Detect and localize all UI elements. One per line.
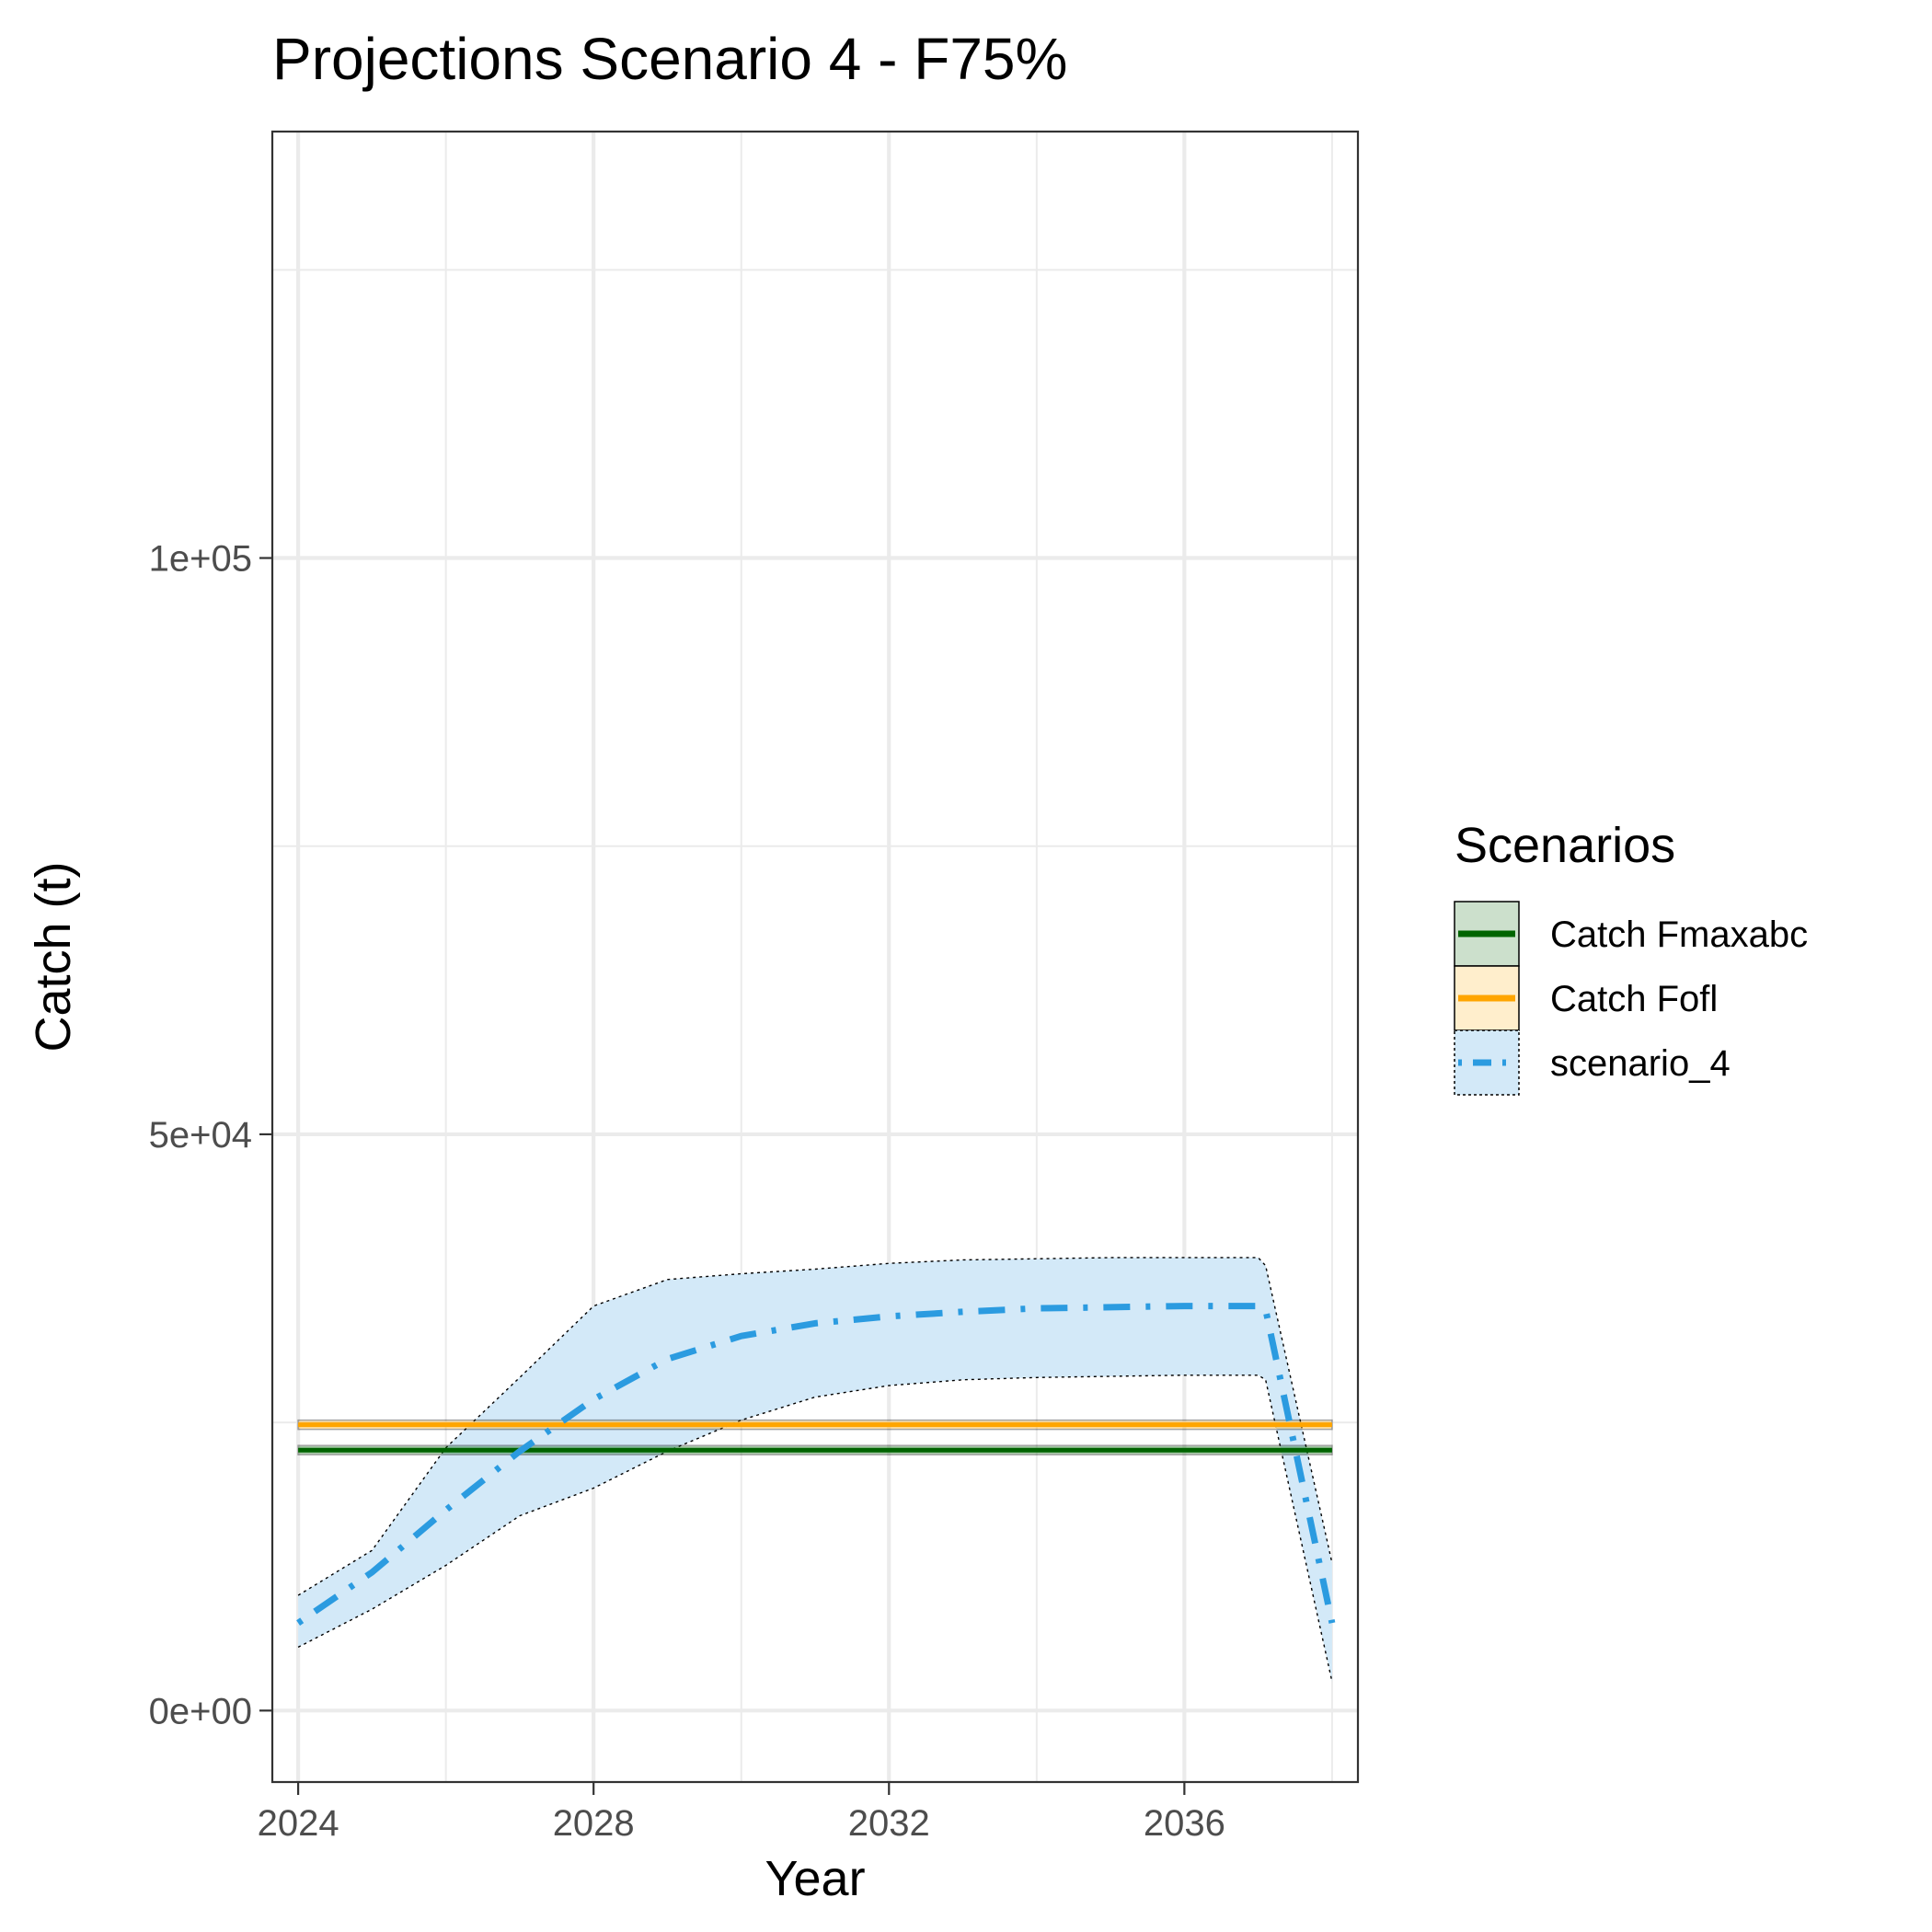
- x-tick-label: 2028: [553, 1803, 635, 1844]
- scenario-4-lower-bound: [297, 1374, 1333, 1683]
- scenario-4-upper-bound: [297, 1257, 1333, 1596]
- series-layer: [296, 1257, 1336, 1683]
- x-axis: 2024 2028 2032 2036: [258, 1782, 1225, 1844]
- y-tick-label: 0e+00: [149, 1691, 252, 1731]
- x-tick-label: 2036: [1144, 1803, 1225, 1844]
- legend-item-scenario-4: scenario_4: [1454, 1029, 1731, 1096]
- legend-entries: Catch Fmaxabc Catch Fofl scenario_4: [1454, 901, 1808, 1096]
- plot-border: [270, 130, 1360, 1784]
- legend-title: Scenarios: [1455, 818, 1675, 873]
- grid-minor: [272, 132, 1358, 1782]
- legend: Scenarios Catch Fmaxabc Catch Fofl scenari…: [1454, 818, 1808, 1096]
- scenario-4-ribbon: [298, 1257, 1332, 1683]
- y-tick-label: 5e+04: [149, 1115, 252, 1156]
- y-axis: 0e+00 5e+04 1e+05: [149, 539, 272, 1731]
- x-axis-title: Year: [765, 1851, 865, 1906]
- x-tick-label: 2032: [848, 1803, 930, 1844]
- x-tick-label: 2024: [258, 1803, 339, 1844]
- grid-major: [272, 132, 1358, 1782]
- legend-label-catch-fofl: Catch Fofl: [1550, 979, 1718, 1019]
- legend-item-catch-fmaxabc: Catch Fmaxabc: [1454, 901, 1808, 967]
- scenario-4-line: [296, 1303, 1336, 1626]
- y-tick-label: 1e+05: [149, 539, 252, 580]
- legend-item-catch-fofl: Catch Fofl: [1454, 965, 1718, 1031]
- y-axis-title: Catch (t): [26, 861, 81, 1052]
- legend-label-catch-fmaxabc: Catch Fmaxabc: [1550, 914, 1808, 955]
- legend-label-scenario-4: scenario_4: [1550, 1043, 1731, 1084]
- chart-title: Projections Scenario 4 - F75%: [272, 26, 1067, 92]
